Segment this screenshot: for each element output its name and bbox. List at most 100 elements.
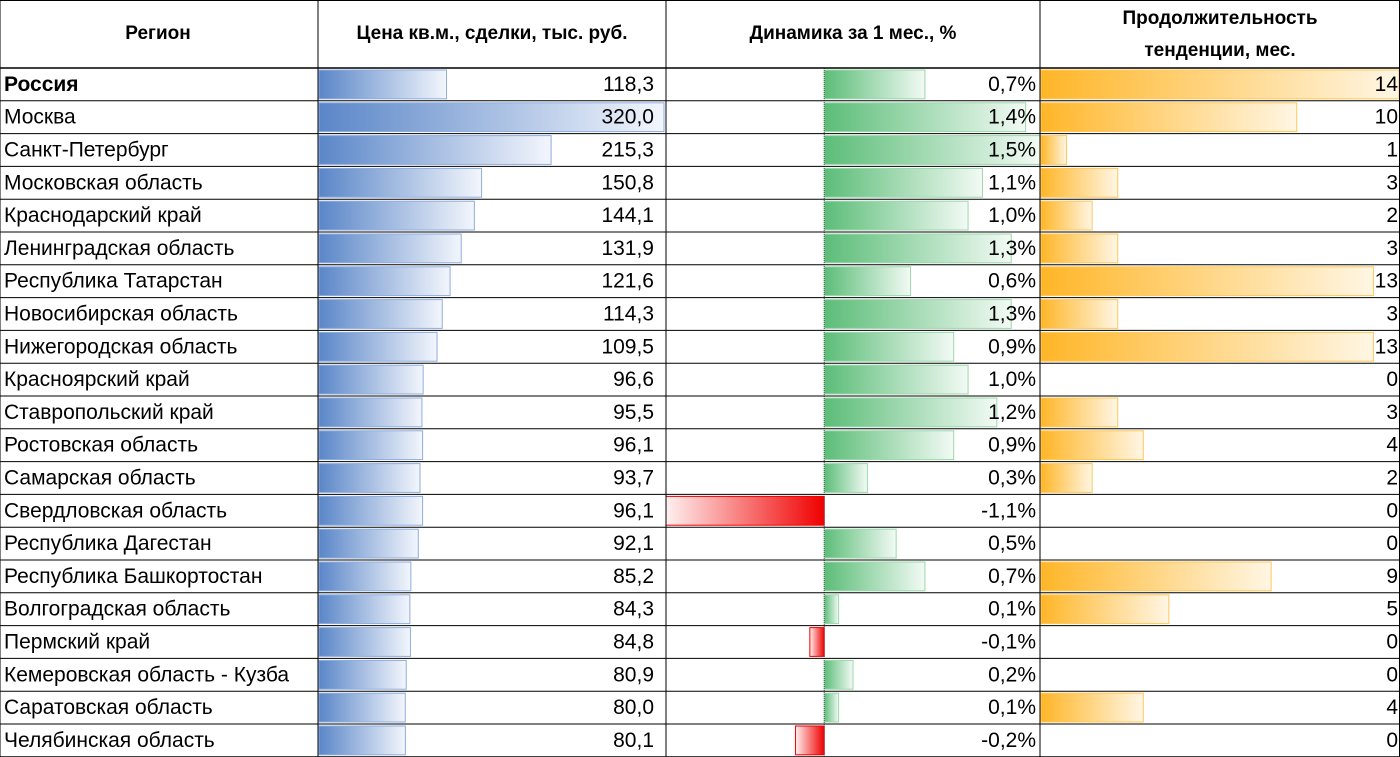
- region-cell: Республика Татарстан: [4, 270, 223, 293]
- data-bar: [318, 627, 411, 657]
- price-cell: 80,9: [613, 663, 654, 686]
- region-cell: Московская область: [4, 171, 203, 194]
- data-bar: [318, 364, 424, 395]
- change-cell: 0,2%: [988, 663, 1036, 686]
- price-cell: 93,7: [613, 467, 654, 490]
- region-cell: Кемеровская область - Кузба: [4, 663, 289, 686]
- price-cell: 109,5: [601, 335, 654, 358]
- duration-cell: 4: [1386, 434, 1398, 457]
- price-cell: 131,9: [601, 237, 654, 260]
- price-cell: 80,0: [613, 696, 654, 719]
- data-bar: [1040, 430, 1144, 461]
- data-bar: [809, 627, 825, 657]
- data-bar: [1040, 331, 1374, 362]
- change-cell: 1,3%: [988, 303, 1036, 326]
- data-bar: [318, 495, 424, 526]
- data-bar: [823, 69, 926, 100]
- data-bar: [318, 331, 438, 362]
- data-bar: [1040, 200, 1093, 231]
- data-bar: [1040, 69, 1400, 100]
- data-bar: [318, 725, 406, 756]
- region-cell: Санкт-Петербург: [4, 139, 169, 162]
- data-bar: [318, 659, 407, 690]
- price-cell: 95,5: [613, 401, 654, 424]
- price-cell: 114,3: [603, 303, 654, 326]
- region-cell: Нижегородская область: [4, 335, 237, 358]
- region-cell: Волгоградская область: [4, 598, 230, 621]
- duration-cell: 3: [1386, 401, 1398, 424]
- data-bar: [318, 167, 483, 198]
- change-cell: 0,5%: [988, 532, 1036, 555]
- change-cell: 1,2%: [988, 401, 1036, 424]
- duration-cell: 9: [1386, 565, 1398, 588]
- price-cell: 92,1: [613, 532, 654, 555]
- region-cell: Новосибирская область: [4, 303, 238, 326]
- price-cell: 121,6: [601, 270, 654, 293]
- change-cell: 1,0%: [988, 368, 1036, 391]
- data-bar: [318, 233, 462, 264]
- duration-cell: 0: [1386, 663, 1398, 686]
- change-cell: -1,1%: [981, 499, 1036, 522]
- price-cell: 96,1: [613, 499, 654, 522]
- data-bar: [1040, 692, 1144, 723]
- data-bar: [318, 69, 448, 100]
- region-cell: Саратовская область: [4, 696, 213, 719]
- region-cell: Ленинградская область: [4, 237, 235, 260]
- data-bar: [318, 430, 424, 461]
- price-cell: 84,3: [613, 598, 654, 621]
- data-bar: [823, 331, 955, 362]
- duration-cell: 0: [1386, 499, 1398, 522]
- data-bar: [823, 659, 854, 690]
- duration-cell: 4: [1386, 696, 1398, 719]
- data-bar: [1040, 266, 1374, 297]
- change-cell: -0,2%: [981, 729, 1036, 752]
- duration-cell: 2: [1386, 467, 1398, 490]
- data-bar: [1040, 594, 1170, 625]
- data-bar: [823, 594, 840, 625]
- region-cell: Самарская область: [4, 467, 196, 490]
- data-bar: [1040, 102, 1298, 133]
- data-bar: [318, 299, 443, 329]
- region-cell: Ростовская область: [4, 434, 198, 457]
- region-cell: Москва: [4, 106, 76, 129]
- region-cell: Свердловская область: [4, 499, 227, 522]
- duration-cell: 13: [1375, 335, 1398, 358]
- change-cell: 1,4%: [988, 106, 1036, 129]
- price-cell: 84,8: [613, 631, 654, 654]
- price-cell: 85,2: [613, 565, 654, 588]
- data-bar: [823, 135, 1041, 165]
- data-bar: [318, 594, 411, 625]
- price-cell: 96,1: [613, 434, 654, 457]
- data-bar: [318, 561, 412, 592]
- region-cell: Красноярский край: [4, 368, 190, 391]
- change-cell: 1,3%: [988, 237, 1036, 260]
- change-cell: 0,6%: [988, 270, 1036, 293]
- data-bar: [318, 397, 423, 428]
- data-bar: [823, 561, 926, 592]
- region-cell: Республика Башкортостан: [4, 565, 262, 588]
- data-bar: [318, 692, 406, 723]
- duration-cell: 0: [1386, 729, 1398, 752]
- change-cell: 0,7%: [988, 565, 1036, 588]
- change-cell: 0,1%: [988, 598, 1036, 621]
- data-bar: [823, 102, 1027, 133]
- change-cell: 1,1%: [988, 171, 1036, 194]
- change-cell: -0,1%: [981, 631, 1036, 654]
- data-bar: [318, 102, 665, 133]
- data-bar: [318, 463, 421, 493]
- data-bar: [318, 528, 419, 559]
- header-cell: Продолжительность: [1122, 8, 1317, 29]
- data-bar: [823, 200, 969, 231]
- data-bar: [1040, 233, 1119, 264]
- duration-cell: 3: [1386, 237, 1398, 260]
- data-bar: [318, 266, 451, 297]
- data-bar: [823, 167, 983, 198]
- data-bar: [823, 364, 969, 395]
- data-bar: [823, 233, 1012, 264]
- region-cell: Ставропольский край: [4, 401, 214, 424]
- header-cell: тенденции, мес.: [1144, 40, 1295, 61]
- data-bar: [1040, 561, 1272, 592]
- price-cell: 144,1: [601, 204, 654, 227]
- data-bar: [823, 692, 840, 723]
